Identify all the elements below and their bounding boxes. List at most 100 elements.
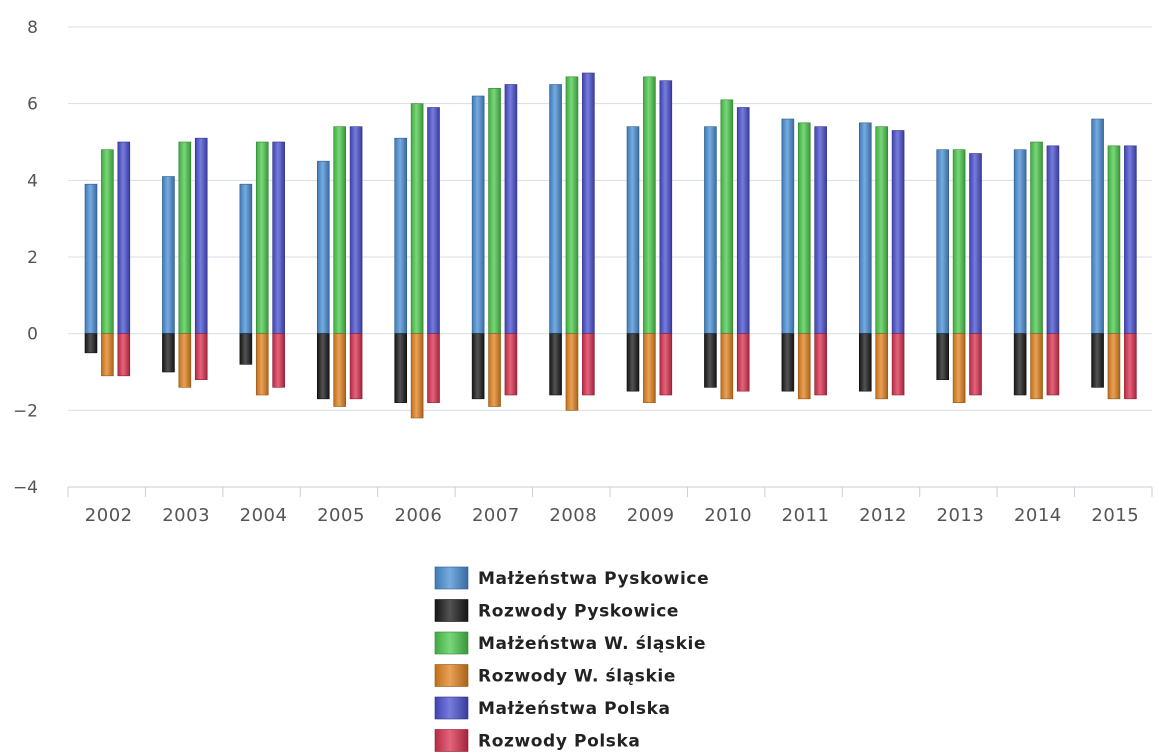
bar — [272, 333, 285, 388]
bar-group — [162, 137, 208, 388]
legend-label: Małżeństwa Pyskowice — [478, 569, 709, 589]
bar — [875, 126, 888, 334]
bar — [704, 126, 717, 334]
bar — [194, 333, 208, 380]
bar — [936, 149, 950, 334]
legend-item[interactable]: Rozwody Pyskowice — [434, 599, 679, 622]
bar — [1030, 141, 1043, 334]
bar — [643, 333, 656, 403]
bar — [582, 72, 595, 334]
bar — [814, 126, 827, 334]
legend-label: Rozwody W. śląskie — [478, 667, 676, 687]
bar-group — [84, 141, 131, 377]
bar — [394, 333, 408, 403]
x-tick-label: 2009 — [627, 505, 675, 526]
bar — [1124, 333, 1137, 400]
bar — [1013, 333, 1027, 396]
legend-label: Rozwody Polska — [478, 732, 640, 752]
bar-group — [394, 103, 440, 419]
bar — [781, 118, 795, 334]
bar — [117, 333, 131, 377]
legend-item[interactable]: Małżeństwa Polska — [434, 696, 671, 720]
legend-label: Rozwody Pyskowice — [478, 602, 679, 622]
x-tick-label: 2010 — [704, 505, 752, 526]
x-axis: 2002 2003 2004 2005 2006 2007 2008 2009 2010 2011… — [67, 486, 1153, 526]
y-tick-label: 4 — [27, 171, 38, 191]
bar-group — [471, 84, 518, 407]
bar — [394, 137, 408, 334]
bar — [659, 333, 673, 396]
bar — [720, 99, 734, 334]
bar-group — [781, 118, 827, 400]
bar — [504, 84, 518, 334]
bar — [720, 333, 734, 400]
y-tick-label: −2 — [13, 401, 38, 421]
bar — [1013, 149, 1027, 334]
bar — [1046, 333, 1060, 396]
legend-swatch — [434, 696, 469, 720]
legend-swatch — [434, 729, 469, 752]
bar — [178, 141, 192, 334]
bar — [891, 333, 905, 396]
bar — [194, 137, 208, 334]
bar — [781, 333, 795, 392]
bar — [659, 80, 673, 334]
bar — [333, 126, 346, 334]
bar — [255, 141, 269, 334]
bar — [1091, 118, 1104, 334]
bar — [410, 333, 424, 419]
bar — [1107, 145, 1121, 334]
bar — [427, 107, 440, 334]
legend-item[interactable]: Małżeństwa W. śląskie — [434, 631, 706, 655]
legend-item[interactable]: Rozwody W. śląskie — [434, 664, 676, 687]
bar — [349, 333, 363, 400]
bar — [797, 333, 811, 400]
bar — [333, 333, 346, 407]
bar — [1091, 333, 1104, 388]
bar — [582, 333, 595, 396]
bar-group — [626, 76, 673, 403]
bar — [1030, 333, 1043, 400]
bar — [101, 333, 114, 377]
legend-label: Małżeństwa Polska — [478, 699, 671, 719]
y-tick-label: 8 — [27, 18, 38, 38]
bar-group — [1013, 141, 1060, 400]
x-tick-label: 2002 — [85, 505, 133, 526]
bar — [488, 333, 501, 407]
bar — [117, 141, 131, 334]
bar — [239, 333, 253, 365]
bar — [316, 333, 330, 400]
bar — [349, 126, 363, 334]
legend-item[interactable]: Małżeństwa Pyskowice — [434, 566, 709, 590]
bar-group — [704, 99, 750, 400]
bar — [410, 103, 424, 334]
bar — [316, 160, 330, 334]
y-axis-ticks: 8 6 4 2 0 −2 −4 — [13, 18, 38, 498]
bar — [101, 149, 114, 334]
bar — [1046, 145, 1060, 334]
legend: Małżeństwa Pyskowice Rozwody Pyskowice Mał… — [434, 566, 709, 752]
legend-swatch — [434, 566, 469, 590]
bar — [549, 84, 562, 334]
legend-label: Małżeństwa W. śląskie — [478, 634, 706, 654]
bar — [969, 153, 982, 334]
x-tick-label: 2012 — [859, 505, 907, 526]
bar — [178, 333, 192, 388]
bar — [549, 333, 562, 396]
bar — [875, 333, 888, 400]
grid-lines — [68, 26, 1152, 411]
bar — [626, 333, 640, 392]
x-tick-label: 2015 — [1091, 505, 1139, 526]
legend-swatch — [434, 664, 469, 687]
bar — [162, 333, 175, 373]
bar — [858, 122, 872, 334]
bar — [427, 333, 440, 403]
bar — [952, 149, 966, 334]
y-tick-label: 2 — [27, 248, 38, 268]
legend-item[interactable]: Rozwody Polska — [434, 729, 640, 752]
bar — [643, 76, 656, 334]
y-tick-label: 0 — [27, 325, 38, 345]
y-tick-label: 6 — [27, 95, 38, 115]
bar-group — [316, 126, 363, 407]
